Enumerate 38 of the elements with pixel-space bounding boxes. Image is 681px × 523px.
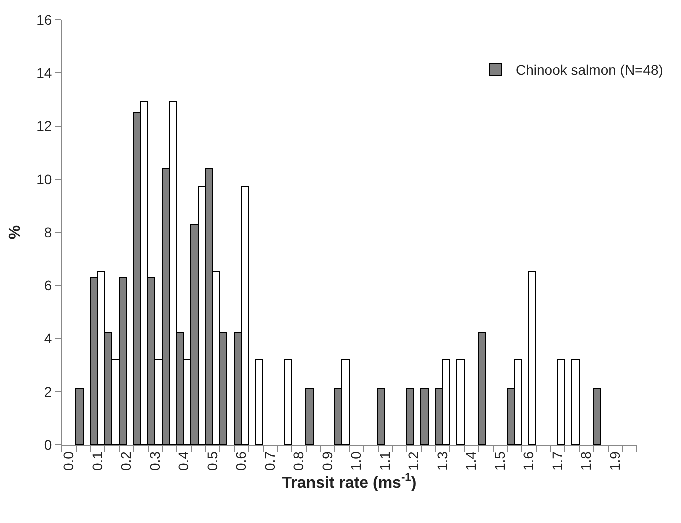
bar <box>456 359 465 445</box>
x-tick-label: 0.0 <box>60 451 77 472</box>
x-tick-label: 1.5 <box>492 451 508 472</box>
bar <box>571 359 580 445</box>
x-axis-title: Transit rate (ms$^{-1}$) <box>282 472 417 492</box>
x-tick-label: 0.5 <box>204 451 220 472</box>
x-tick-label: 1.4 <box>463 451 480 472</box>
y-tick-label: 2 <box>44 384 52 400</box>
x-tick-label: 0.6 <box>233 451 250 472</box>
y-tick-label: 10 <box>36 171 52 188</box>
x-tick-label: 1.1 <box>376 451 393 472</box>
x-tick-label: 1.0 <box>348 451 364 472</box>
y-tick-label: 0 <box>44 436 52 453</box>
bar <box>284 359 292 445</box>
x-tick-label: 0.4 <box>176 451 192 472</box>
x-tick-label: 1.3 <box>434 451 450 472</box>
x-tick-label: 0.1 <box>89 451 106 472</box>
x-tick-label: 1.6 <box>520 451 537 472</box>
y-tick-label: 16 <box>36 12 52 28</box>
x-tick-label: 1.8 <box>578 451 594 472</box>
x-tick-label: 0.3 <box>146 451 163 472</box>
bar <box>255 359 263 445</box>
x-tick-label: 0.7 <box>262 451 278 472</box>
y-axis-title: % <box>7 225 24 240</box>
x-tick-label: 0.8 <box>290 451 307 472</box>
y-tick-label: 6 <box>44 278 52 294</box>
y-tick-label: 4 <box>44 330 52 347</box>
x-tick-label: 0.2 <box>118 451 134 472</box>
y-tick-label: 12 <box>36 118 52 134</box>
x-tick-label: 0.9 <box>319 451 336 472</box>
y-tick-label: 14 <box>36 65 52 82</box>
y-tick-label: 8 <box>44 224 52 240</box>
x-tick-label: 1.2 <box>406 451 422 472</box>
bar <box>557 359 565 445</box>
legend-label: Chinook salmon (N=48) <box>516 62 664 78</box>
x-tick-label: 1.7 <box>549 451 566 472</box>
bar <box>528 271 536 445</box>
x-tick-label: 1.9 <box>606 451 623 472</box>
